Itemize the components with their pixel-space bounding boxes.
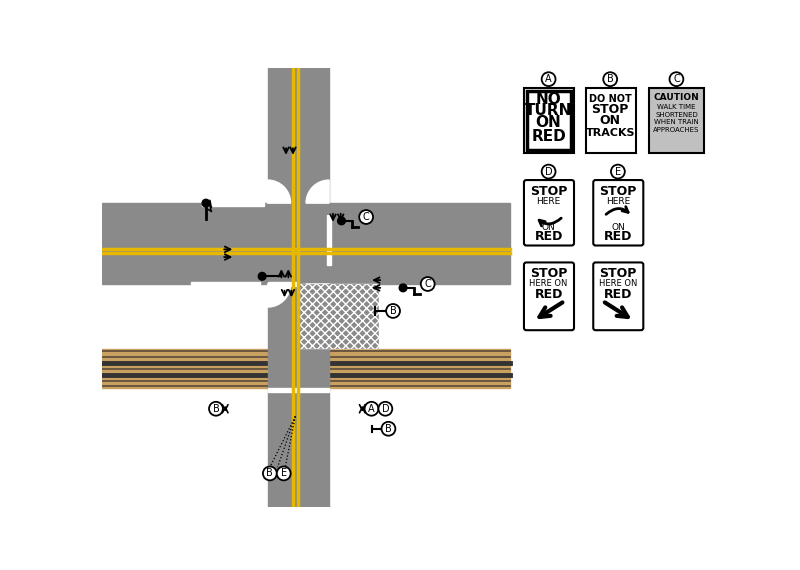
Text: RED: RED [534, 287, 562, 300]
Circle shape [378, 402, 392, 416]
Text: A: A [546, 74, 552, 84]
Text: TRACKS: TRACKS [586, 128, 635, 138]
Circle shape [382, 422, 395, 435]
Bar [524, 88, 574, 153]
Circle shape [386, 304, 400, 318]
Text: E: E [281, 469, 286, 478]
Text: C: C [424, 279, 431, 289]
Bar [649, 88, 704, 153]
Wedge shape [267, 180, 290, 203]
Circle shape [365, 402, 378, 416]
Text: D: D [545, 166, 553, 177]
Bar [327, 215, 330, 264]
Bar [267, 203, 329, 284]
Bar [202, 202, 264, 206]
Text: ON: ON [536, 115, 562, 130]
Text: C: C [362, 212, 370, 222]
Circle shape [670, 72, 683, 86]
FancyBboxPatch shape [524, 180, 574, 246]
Text: STOP: STOP [591, 104, 629, 116]
Text: B: B [213, 404, 219, 414]
Bar [329, 203, 510, 284]
Circle shape [258, 272, 266, 280]
Text: STOP: STOP [530, 185, 567, 198]
Text: STOP: STOP [530, 267, 567, 280]
Text: B: B [607, 74, 614, 84]
Circle shape [399, 284, 407, 292]
Text: HERE ON: HERE ON [598, 279, 637, 288]
Text: HERE: HERE [537, 197, 561, 206]
Circle shape [277, 466, 290, 481]
Bar [267, 282, 298, 286]
Text: STOP: STOP [599, 185, 637, 198]
Bar [329, 349, 510, 388]
Circle shape [603, 72, 617, 86]
Text: B: B [266, 469, 274, 478]
FancyBboxPatch shape [594, 180, 643, 246]
Bar [267, 349, 329, 388]
Bar [267, 68, 329, 507]
Text: WHEN TRAIN: WHEN TRAIN [654, 119, 698, 125]
Text: ON: ON [600, 114, 621, 127]
Text: RED: RED [604, 230, 632, 243]
Text: DO NOT: DO NOT [589, 94, 631, 104]
Text: ON: ON [611, 222, 625, 231]
Bar [527, 91, 571, 150]
Text: APPROACHES: APPROACHES [654, 127, 700, 133]
Text: TURN: TURN [525, 103, 572, 118]
FancyBboxPatch shape [524, 262, 574, 330]
Wedge shape [306, 180, 329, 203]
Text: STOP: STOP [599, 267, 637, 280]
Circle shape [209, 402, 223, 416]
Bar [267, 388, 329, 392]
Text: RED: RED [534, 230, 562, 243]
Text: C: C [673, 74, 680, 84]
Circle shape [542, 165, 555, 178]
Text: CAUTION: CAUTION [654, 93, 699, 102]
Text: ON: ON [542, 222, 555, 231]
Text: SHORTENED: SHORTENED [655, 112, 698, 117]
Text: E: E [615, 166, 621, 177]
Wedge shape [306, 284, 329, 307]
Text: RED: RED [531, 129, 566, 144]
Circle shape [263, 466, 277, 481]
Wedge shape [267, 284, 290, 307]
Text: RED: RED [604, 287, 632, 300]
Circle shape [338, 217, 346, 225]
Text: NO: NO [536, 92, 562, 107]
Text: D: D [382, 404, 389, 414]
Bar [102, 349, 267, 388]
Bar [586, 88, 636, 153]
Text: B: B [385, 424, 392, 434]
Text: HERE: HERE [606, 197, 630, 206]
Text: A: A [368, 404, 375, 414]
Text: HERE ON: HERE ON [530, 279, 568, 288]
Circle shape [542, 72, 555, 86]
Circle shape [611, 165, 625, 178]
FancyBboxPatch shape [594, 262, 643, 330]
Circle shape [359, 210, 373, 224]
Text: WALK TIME: WALK TIME [657, 104, 696, 110]
Bar [190, 283, 260, 286]
Text: B: B [390, 306, 397, 316]
Bar [298, 284, 379, 349]
Bar [102, 203, 267, 284]
Circle shape [202, 200, 210, 207]
Circle shape [421, 277, 434, 291]
